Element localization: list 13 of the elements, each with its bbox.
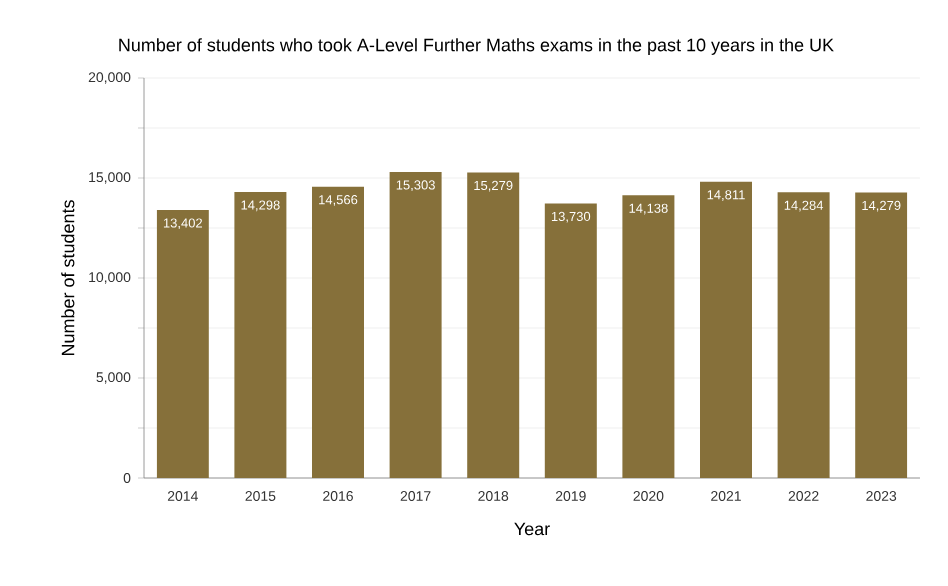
bar [700,181,752,478]
x-axis-title: Year [514,522,550,536]
bar [312,186,364,478]
bar [622,195,675,478]
bar [156,209,209,478]
bar [855,192,908,478]
bar [777,192,830,478]
bar [467,172,520,478]
bar [234,192,287,478]
chart-title: Number of students who took A-Level Further Maths exams in the past 10 years in the UK [119,38,834,55]
bar [544,203,597,478]
y-axis-title: Number of students [61,200,75,356]
bar [389,171,442,478]
